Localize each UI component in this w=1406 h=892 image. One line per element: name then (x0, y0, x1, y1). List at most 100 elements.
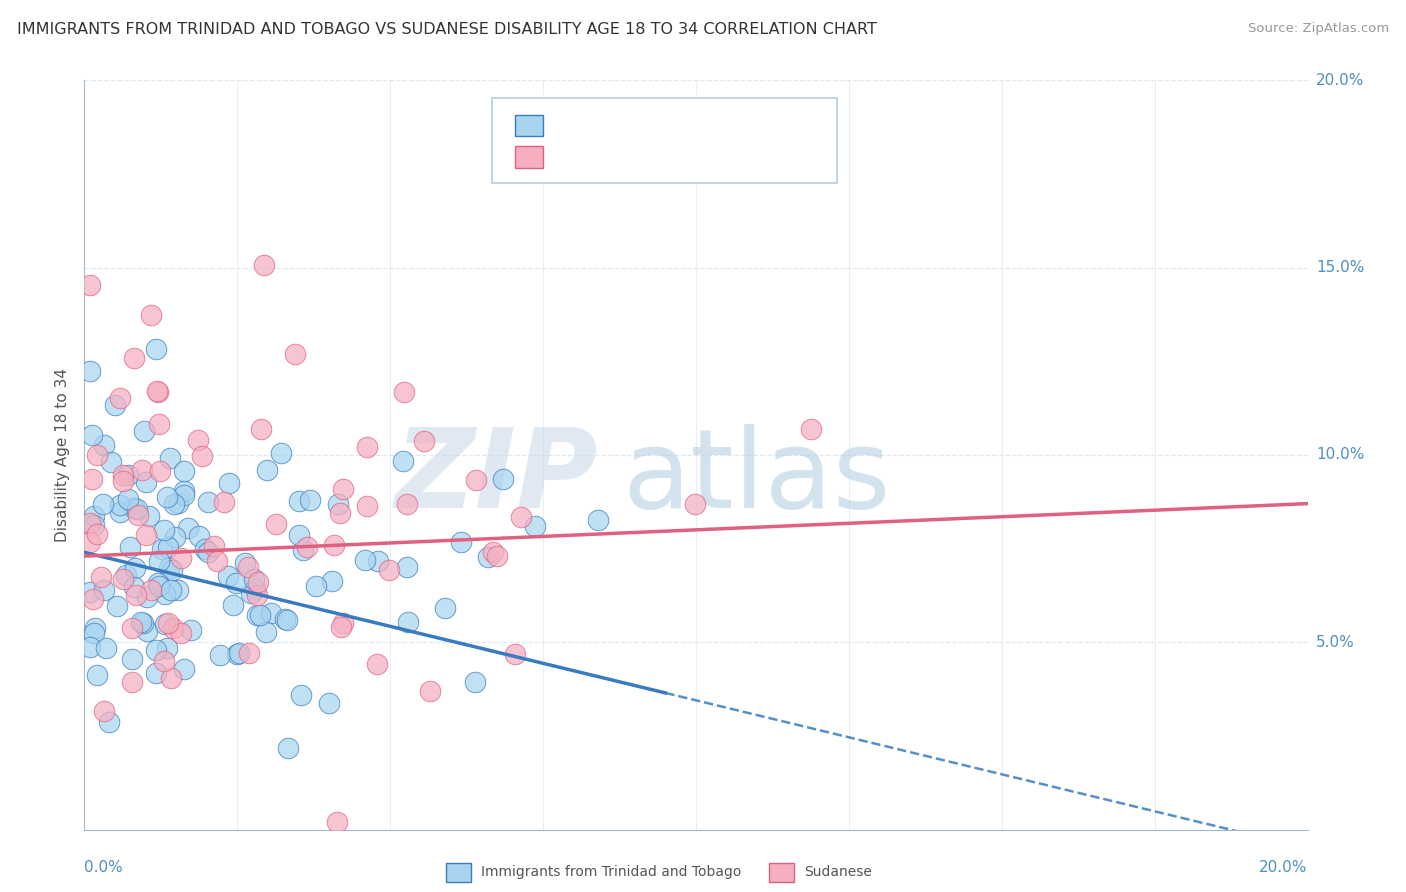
Point (485, 549, 508, 563)
Text: 67: 67 (721, 150, 748, 165)
Point (139, 582, 162, 597)
Point (191, 450, 214, 464)
Point (108, 505, 131, 519)
Point (167, 496, 190, 510)
Point (124, 351, 146, 365)
Point (79, 535, 101, 549)
Point (127, 501, 149, 516)
Point (284, 347, 307, 361)
Text: N =: N = (672, 118, 716, 133)
Point (110, 498, 132, 512)
Point (260, 606, 283, 620)
Point (122, 501, 145, 516)
Point (354, 553, 377, 567)
Point (177, 521, 200, 535)
Point (318, 696, 340, 710)
Point (433, 600, 456, 615)
Point (93, 704, 115, 718)
Point (135, 527, 157, 541)
Point (287, 493, 309, 508)
Point (173, 488, 195, 502)
Point (169, 625, 191, 640)
Point (270, 446, 292, 460)
Point (239, 585, 262, 599)
Point (413, 434, 436, 448)
Point (86, 527, 108, 541)
Point (208, 648, 231, 662)
Point (482, 545, 505, 559)
Point (228, 647, 250, 661)
Point (356, 500, 378, 514)
Point (132, 615, 155, 630)
Point (683, 497, 706, 511)
Point (163, 497, 186, 511)
Text: Source: ZipAtlas.com: Source: ZipAtlas.com (1249, 22, 1389, 36)
Point (477, 550, 499, 565)
Point (222, 598, 245, 612)
Point (264, 517, 287, 532)
Point (86, 448, 108, 462)
Point (156, 490, 179, 504)
Point (274, 611, 297, 625)
Point (145, 343, 167, 357)
Point (218, 569, 240, 583)
Point (225, 576, 247, 591)
Point (150, 541, 173, 556)
Point (202, 539, 225, 553)
Point (79, 516, 101, 531)
Text: Sudanese: Sudanese (804, 865, 872, 880)
Point (141, 308, 163, 322)
Point (586, 513, 609, 527)
Point (162, 622, 184, 636)
Point (124, 560, 146, 574)
Point (156, 616, 179, 631)
Point (233, 556, 256, 570)
Point (135, 475, 157, 489)
Text: 15.0%: 15.0% (1316, 260, 1364, 275)
Point (238, 646, 260, 660)
Point (157, 540, 180, 554)
Point (148, 579, 170, 593)
Point (83, 509, 105, 524)
Point (153, 523, 176, 537)
Point (121, 675, 143, 690)
Point (79, 640, 101, 654)
Text: R =: R = (553, 150, 586, 165)
Point (94, 641, 117, 656)
Text: 0.0%: 0.0% (84, 860, 124, 875)
Point (80, 472, 103, 486)
Point (396, 615, 419, 630)
Point (197, 545, 219, 559)
Point (108, 391, 131, 405)
Point (173, 464, 195, 478)
Point (256, 462, 278, 476)
Point (332, 483, 354, 497)
Point (79, 585, 101, 599)
Point (492, 472, 515, 486)
Text: 10.0%: 10.0% (1316, 448, 1364, 462)
Point (295, 540, 318, 554)
Point (121, 620, 143, 634)
Point (245, 582, 267, 596)
Point (155, 586, 177, 600)
Point (117, 491, 139, 506)
Point (180, 624, 202, 638)
Point (127, 508, 149, 522)
Text: IMMIGRANTS FROM TRINIDAD AND TOBAGO VS SUDANESE DISABILITY AGE 18 TO 34 CORRELAT: IMMIGRANTS FROM TRINIDAD AND TOBAGO VS S… (17, 22, 877, 37)
Point (503, 648, 526, 662)
Point (156, 640, 179, 655)
Point (82, 592, 104, 607)
Point (173, 662, 195, 676)
Point (246, 575, 269, 590)
Point (100, 455, 122, 469)
Text: ZIP: ZIP (395, 424, 598, 531)
Point (84, 621, 107, 635)
Point (117, 467, 139, 482)
Text: -0.162: -0.162 (599, 118, 654, 133)
Point (93, 583, 115, 598)
Point (378, 563, 401, 577)
Point (277, 741, 299, 756)
Point (159, 450, 181, 465)
Point (290, 688, 312, 702)
Text: atlas: atlas (623, 424, 891, 531)
